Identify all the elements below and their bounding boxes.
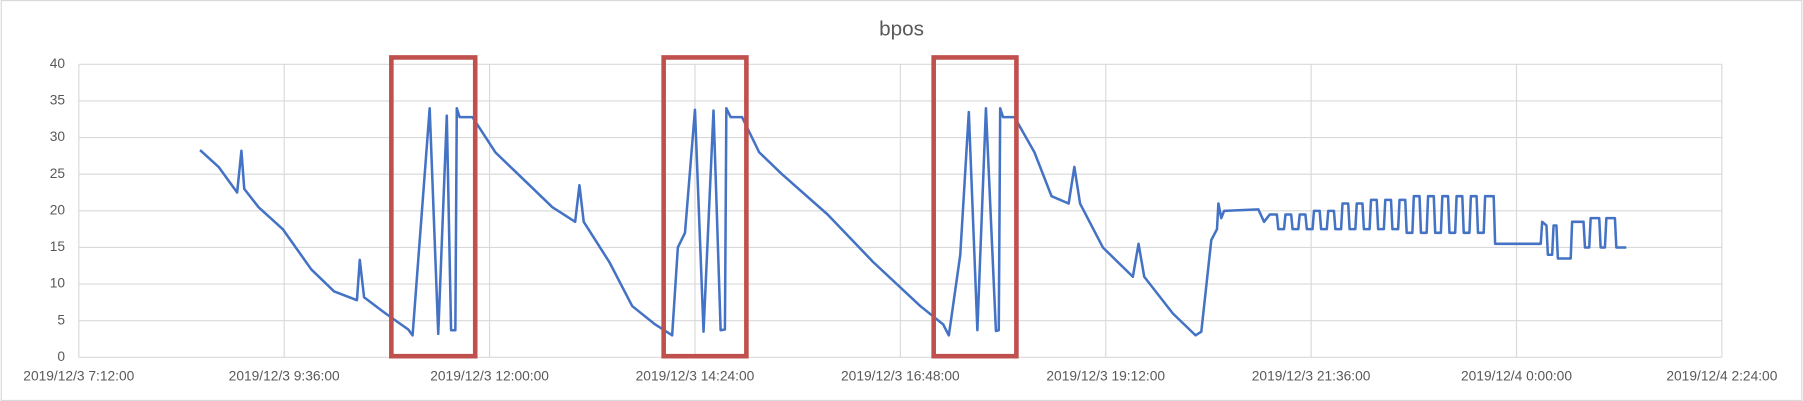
- y-tick-label: 35: [50, 93, 66, 108]
- x-tick-label: 2019/12/3 9:36:00: [229, 369, 340, 384]
- y-tick-label: 10: [50, 276, 66, 291]
- chart-title: bpos: [879, 17, 924, 40]
- y-tick-label: 15: [50, 239, 66, 254]
- highlight-boxes: [389, 55, 1019, 359]
- y-tick-label: 0: [57, 349, 65, 364]
- y-tick-label: 5: [57, 312, 65, 327]
- plot: [199, 107, 1627, 337]
- x-tick-label: 2019/12/3 14:24:00: [636, 369, 755, 384]
- y-tick-label: 25: [50, 166, 66, 181]
- x-tick-label: 2019/12/3 21:36:00: [1252, 369, 1371, 384]
- x-tick-label: 2019/12/3 12:00:00: [430, 369, 549, 384]
- y-tick-label: 30: [50, 129, 66, 144]
- x-tick-label: 2019/12/3 16:48:00: [841, 369, 960, 384]
- x-tick-label: 2019/12/3 19:12:00: [1046, 369, 1165, 384]
- x-tick-label: 2019/12/4 2:24:00: [1666, 369, 1777, 384]
- grid: 0 5 10 15 20 25 30 35 40 2019/12/3 7:12:00 2019/12…: [23, 56, 1777, 384]
- highlight-box: [389, 55, 478, 359]
- highlight-box: [931, 55, 1019, 359]
- y-tick-label: 40: [50, 56, 66, 71]
- x-tick-label: 2019/12/3 7:12:00: [23, 369, 134, 384]
- x-tick-label: 2019/12/4 0:00:00: [1461, 369, 1572, 384]
- y-tick-label: 20: [50, 202, 66, 217]
- highlight-box: [661, 55, 749, 359]
- data-line: [199, 107, 1627, 337]
